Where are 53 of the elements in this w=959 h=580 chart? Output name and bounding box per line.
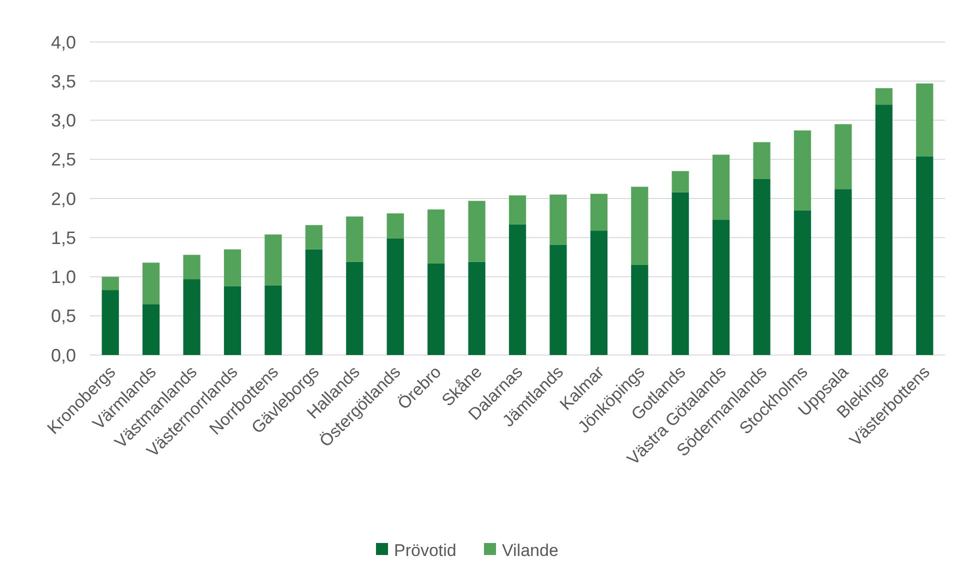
y-tick-label: 1,5 [50, 228, 76, 248]
bar [834, 189, 852, 355]
bar [142, 262, 160, 304]
y-tick-label: 4,0 [50, 32, 76, 52]
bar [712, 220, 730, 355]
bar [142, 304, 160, 355]
bar [305, 249, 322, 355]
y-tick-label: 3,0 [50, 110, 76, 131]
bar [428, 263, 445, 355]
bar [875, 88, 892, 105]
bar [508, 224, 526, 355]
bar [468, 262, 486, 355]
bar [590, 230, 608, 355]
bar [102, 290, 119, 355]
bar [264, 285, 282, 355]
bar [753, 142, 770, 179]
bar [631, 265, 648, 355]
bar [875, 104, 892, 355]
bar [102, 276, 119, 290]
bar [386, 238, 404, 355]
bar [386, 213, 404, 238]
y-tick-label: 1,0 [50, 267, 76, 288]
bar [753, 178, 770, 355]
bar [468, 200, 486, 262]
bar [712, 154, 730, 220]
legend-label: Vilande [502, 540, 558, 560]
bar [183, 254, 200, 280]
bar [631, 186, 648, 266]
bar [794, 130, 812, 210]
bar [508, 195, 526, 224]
bar [834, 124, 852, 190]
bar [264, 234, 282, 286]
y-tick-label: 3,5 [50, 71, 76, 92]
bar [550, 194, 567, 245]
bar [428, 209, 445, 264]
bar [590, 194, 608, 231]
y-tick-label: 0,0 [50, 345, 76, 366]
bar [346, 216, 364, 262]
bar [183, 279, 200, 355]
bar [916, 83, 934, 156]
bar [305, 225, 322, 250]
y-tick-label: 0,5 [50, 306, 76, 326]
y-tick-label: 2,0 [50, 188, 76, 209]
y-tick-label: 2,5 [50, 150, 76, 170]
bar [672, 171, 689, 192]
legend-label: Prövotid [394, 540, 456, 560]
bar [550, 244, 567, 355]
bar [916, 156, 934, 355]
bar [224, 286, 242, 355]
bar [672, 192, 689, 355]
bar [794, 210, 812, 355]
bar [224, 249, 242, 286]
bar [346, 262, 364, 355]
